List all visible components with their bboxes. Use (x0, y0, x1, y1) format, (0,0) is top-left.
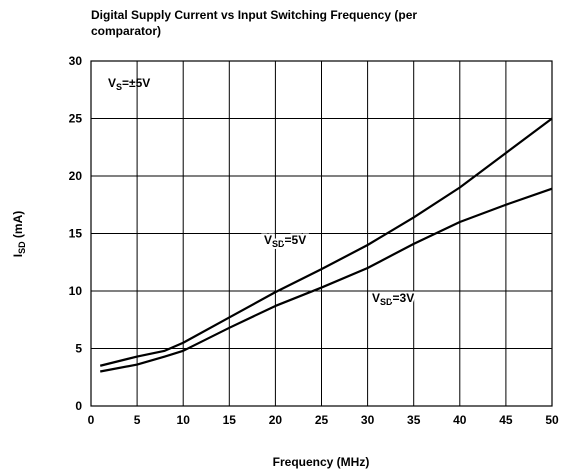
y-tick-label: 20 (69, 169, 83, 183)
x-tick-label: 50 (545, 413, 559, 427)
chart-title: comparator) (91, 24, 161, 38)
series-label: VSD=3V (372, 291, 414, 307)
x-axis-label: Frequency (MHz) (273, 455, 370, 469)
line-series (100, 187, 553, 373)
x-tick-label: 45 (499, 413, 513, 427)
y-tick-label: 30 (69, 54, 83, 68)
plot-border (90, 60, 553, 407)
x-tick-label: 40 (453, 413, 467, 427)
line-series (99, 117, 553, 367)
y-tick-label: 0 (75, 399, 82, 413)
x-tick-label: 0 (88, 413, 95, 427)
x-tick-label: 5 (134, 413, 141, 427)
y-tick-label: 25 (69, 112, 83, 126)
x-tick-label: 30 (361, 413, 375, 427)
chart-title: Digital Supply Current vs Input Switchin… (91, 8, 417, 22)
x-tick-label: 15 (223, 413, 237, 427)
x-tick-label: 10 (177, 413, 191, 427)
y-axis-label: ISD (mA) (11, 211, 27, 258)
annotation: VS=±5V (108, 76, 150, 92)
x-tick-label: 20 (269, 413, 283, 427)
x-tick-label: 35 (407, 413, 421, 427)
y-tick-label: 5 (75, 342, 82, 356)
y-tick-label: 15 (69, 227, 83, 241)
y-tick-label: 10 (69, 284, 83, 298)
x-tick-label: 25 (315, 413, 329, 427)
series-label: VSD=5V (264, 233, 306, 249)
